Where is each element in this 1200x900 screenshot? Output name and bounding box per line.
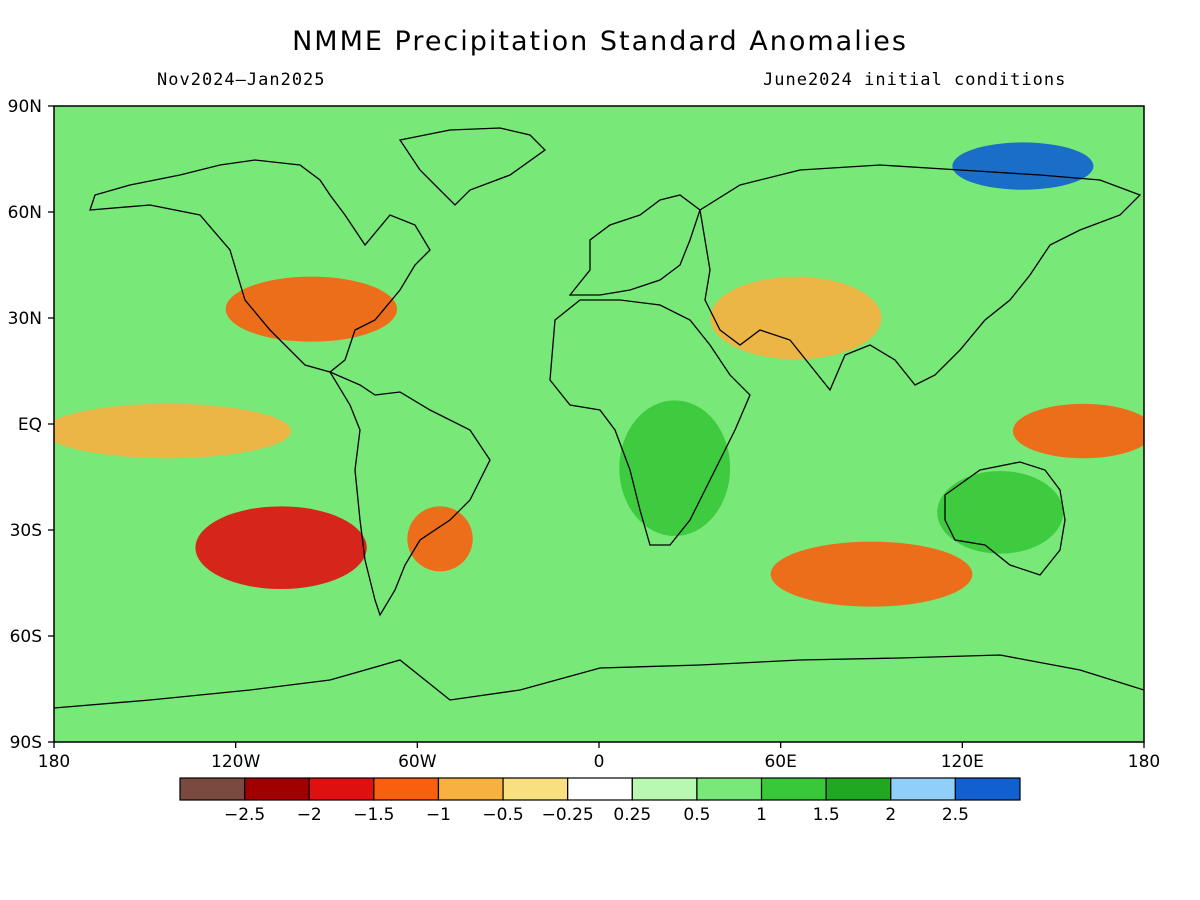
season-label: Nov2024–Jan2025 bbox=[157, 70, 326, 90]
coastline-north-america bbox=[89, 159, 431, 373]
coastline-greenland bbox=[398, 127, 547, 206]
lon-tick-label: 180 bbox=[38, 752, 70, 772]
colorbar-swatch bbox=[179, 777, 246, 801]
anomaly-region-west-pacific-dry bbox=[1012, 403, 1144, 459]
colorbar-swatch bbox=[437, 777, 504, 801]
lon-tick-label: 60W bbox=[398, 752, 437, 772]
colorbar-label: −2.5 bbox=[224, 805, 265, 825]
colorbar-swatch bbox=[890, 777, 956, 801]
anomaly-region-australia-wet bbox=[937, 470, 1064, 554]
colorbar-swatch bbox=[567, 777, 633, 801]
anomaly-region-us-south-dry bbox=[225, 276, 398, 342]
lon-tick-label: 120E bbox=[941, 752, 984, 772]
anomaly-region-africa-wet bbox=[619, 400, 731, 536]
lat-tick-label: 60S bbox=[10, 627, 42, 647]
colorbar-label: −0.5 bbox=[482, 805, 523, 825]
colorbar-swatch bbox=[825, 777, 892, 801]
anomaly-layer bbox=[54, 142, 1144, 607]
colorbar-label: −1 bbox=[426, 805, 451, 825]
colorbar-swatch bbox=[760, 777, 827, 801]
chart-title: NMME Precipitation Standard Anomalies bbox=[292, 26, 908, 57]
anomaly-region-siberia-wet bbox=[952, 142, 1094, 190]
colorbar-label: −0.25 bbox=[542, 805, 594, 825]
colorbar-swatch bbox=[308, 777, 375, 801]
colorbar-label: 2.5 bbox=[942, 805, 969, 825]
lat-tick-label: 30S bbox=[10, 521, 42, 541]
lon-tick-label: 180 bbox=[1128, 752, 1160, 772]
lon-tick-label: 60E bbox=[764, 752, 796, 772]
lat-tick-label: 90N bbox=[8, 97, 42, 117]
lat-tick-label: 30N bbox=[8, 309, 42, 329]
coastline-antarctica bbox=[54, 654, 1144, 709]
colorbar: −2.5 −2 −1.5 −1 −0.5 −0.25 0.25 0.5 1 1.5 2 2.5 bbox=[179, 777, 1021, 825]
coastline-australia bbox=[944, 461, 1066, 576]
colorbar-label: 1.5 bbox=[813, 805, 840, 825]
lat-tick-label: 90S bbox=[10, 733, 42, 753]
coastline-africa bbox=[549, 299, 751, 546]
colorbar-label: −2 bbox=[297, 805, 322, 825]
anomaly-region-southeast-pacific-dry bbox=[195, 506, 367, 589]
colorbar-label: 0.25 bbox=[613, 805, 651, 825]
lon-tick-label: 0 bbox=[594, 752, 605, 772]
colorbar-swatch bbox=[244, 777, 310, 801]
coastlines bbox=[54, 127, 1144, 709]
colorbar-label: 2 bbox=[885, 805, 896, 825]
lat-tick-label: EQ bbox=[18, 415, 42, 435]
colorbar-swatch bbox=[696, 777, 763, 801]
colorbar-swatch bbox=[631, 777, 698, 801]
colorbar-label: −1.5 bbox=[353, 805, 394, 825]
initial-conditions-label: June2024 initial conditions bbox=[763, 70, 1067, 90]
anomaly-region-southern-ocean-dry bbox=[770, 541, 973, 607]
coastline-south-america bbox=[328, 370, 491, 617]
anomaly-region-south-america-dry bbox=[407, 506, 473, 572]
latitude-axis: 90N 60N 30N EQ 30S 60S 90S bbox=[8, 97, 54, 753]
anomaly-region-middle-east-dry bbox=[710, 276, 882, 360]
colorbar-label: 0.5 bbox=[683, 805, 710, 825]
coastline-europe bbox=[568, 194, 701, 296]
coastline-asia bbox=[699, 164, 1142, 392]
lat-tick-label: 60N bbox=[8, 203, 42, 223]
colorbar-swatch bbox=[954, 777, 1021, 801]
anomaly-region-east-pacific-dry bbox=[54, 403, 292, 459]
colorbar-swatch bbox=[373, 777, 440, 801]
colorbar-swatch bbox=[502, 777, 569, 801]
colorbar-label: 1 bbox=[756, 805, 767, 825]
lon-tick-label: 120W bbox=[211, 752, 260, 772]
longitude-axis: 180 120W 60W 0 60E 120E 180 bbox=[38, 742, 1160, 772]
